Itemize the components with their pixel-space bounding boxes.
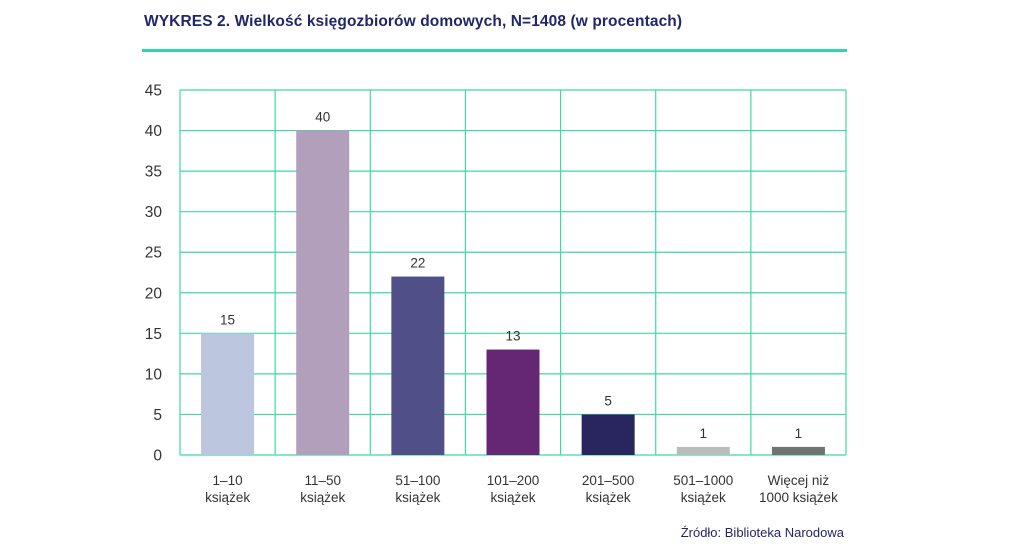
x-tick-label: książek	[586, 490, 631, 505]
data-label: 40	[315, 110, 330, 125]
x-tick-label: książek	[205, 490, 250, 505]
bar	[391, 276, 445, 455]
x-tick-label: 51–100	[395, 473, 440, 488]
bar	[486, 349, 540, 455]
data-label: 1	[700, 426, 708, 441]
data-label: 15	[220, 312, 235, 327]
data-label: 5	[604, 393, 612, 408]
data-label: 22	[410, 256, 425, 271]
y-tick-label: 20	[145, 285, 163, 302]
y-tick-label: 5	[153, 407, 162, 424]
bar	[296, 130, 350, 456]
y-tick-label: 25	[145, 245, 162, 262]
x-tick-label: 1–10	[213, 473, 243, 488]
x-tick-label: 201–500	[582, 473, 635, 488]
x-tick-label: Więcej niż	[768, 473, 830, 488]
y-tick-label: 10	[145, 366, 163, 383]
bar	[201, 333, 255, 455]
chart-title: WYKRES 2. Wielkość księgozbiorów domowyc…	[144, 13, 683, 30]
bar	[676, 446, 730, 455]
y-tick-label: 15	[145, 326, 162, 343]
x-tick-label: 11–50	[304, 473, 341, 488]
source-note: Źródło: Biblioteka Narodowa	[680, 525, 844, 540]
x-tick-label: książek	[300, 490, 345, 505]
data-label: 13	[505, 329, 520, 344]
y-tick-label: 30	[145, 204, 163, 221]
data-label: 1	[795, 426, 803, 441]
y-tick-label: 45	[145, 83, 162, 100]
bar	[581, 414, 635, 455]
y-tick-label: 35	[145, 164, 162, 181]
x-tick-label: 501–1000	[673, 473, 733, 488]
bar	[771, 446, 825, 455]
x-tick-label: książek	[490, 490, 535, 505]
y-tick-label: 40	[145, 123, 163, 140]
x-tick-label: 101–200	[487, 473, 540, 488]
title-divider	[142, 49, 847, 52]
x-tick-label: książek	[681, 490, 726, 505]
y-tick-label: 0	[153, 448, 162, 465]
x-tick-label: książek	[395, 490, 440, 505]
x-tick-label: 1000 książek	[759, 490, 838, 505]
